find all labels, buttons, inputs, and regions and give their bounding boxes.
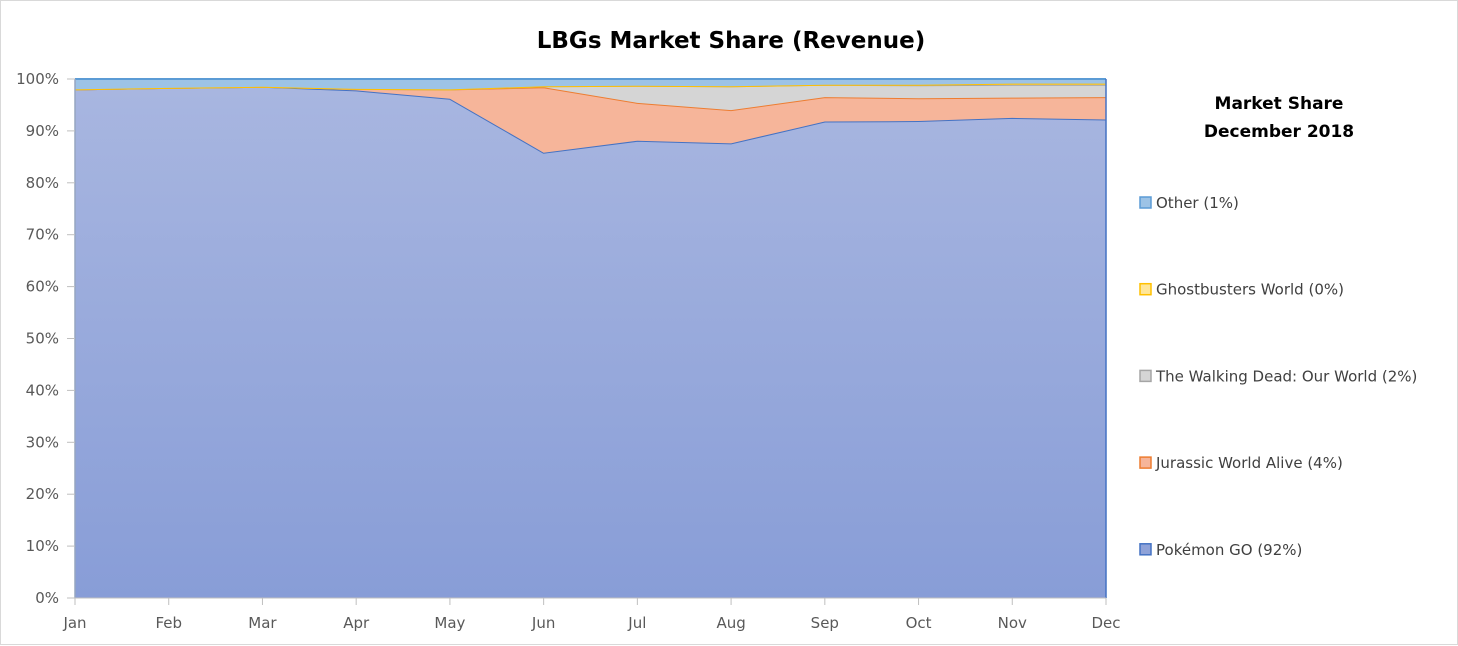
x-tick-label: Jan xyxy=(62,614,86,632)
legend-label-other: Other (1%) xyxy=(1156,194,1239,212)
y-tick-label: 90% xyxy=(26,122,59,140)
chart-title: LBGs Market Share (Revenue) xyxy=(537,28,925,54)
legend-swatch-other xyxy=(1139,196,1152,209)
legend-swatch-the-walking-dead-our-world xyxy=(1139,369,1152,383)
legend-title-line-1: Market Share xyxy=(1215,94,1344,114)
x-tick-label: Apr xyxy=(343,614,370,632)
x-tick-label: Dec xyxy=(1091,614,1120,632)
y-tick-label: 40% xyxy=(26,381,59,399)
x-tick-label: Mar xyxy=(248,614,277,632)
y-axis: 0% 10% 20% 30% 40% 50% 60% 70% 80% 90% 100% xyxy=(16,70,76,607)
legend-label-pok-mon-go: Pokémon GO (92%) xyxy=(1156,541,1302,559)
area-other xyxy=(75,79,1106,90)
plot-area xyxy=(74,78,1107,598)
legend-title-line-2: December 2018 xyxy=(1204,122,1354,142)
y-tick-label: 60% xyxy=(26,278,59,296)
x-tick-label: Sep xyxy=(811,614,839,632)
legend-swatch-jurassic-world-alive xyxy=(1139,456,1152,469)
legend-label-ghostbusters-world: Ghostbusters World (0%) xyxy=(1156,281,1344,299)
legend-label-the-walking-dead-our-world: The Walking Dead: Our World (2%) xyxy=(1155,367,1417,385)
x-tick-label: Oct xyxy=(906,614,932,632)
x-tick-label: Nov xyxy=(998,614,1027,632)
legend-items: Other (1%) Ghostbusters World (0%) The Wal… xyxy=(1139,194,1417,559)
y-tick-label: 20% xyxy=(26,485,59,503)
x-tick-label: Feb xyxy=(155,614,182,632)
y-tick-label: 50% xyxy=(26,330,59,348)
x-tick-label: Jun xyxy=(531,614,555,632)
area-the-walking-dead-our-world xyxy=(75,84,1106,111)
area-jurassic-world-alive xyxy=(75,86,1106,153)
legend-label-jurassic-world-alive: Jurassic World Alive (4%) xyxy=(1155,454,1343,472)
x-tick-label: Aug xyxy=(716,614,745,632)
y-tick-label: 0% xyxy=(35,589,59,607)
x-tick-label: Jul xyxy=(627,614,646,632)
x-tick-label: May xyxy=(434,614,465,632)
y-tick-label: 70% xyxy=(26,226,59,244)
y-tick-label: 30% xyxy=(26,433,59,451)
legend-swatch-ghostbusters-world xyxy=(1139,282,1152,296)
x-axis: Jan Feb Mar Apr May Jun Jul Aug Sep Oct Nov Dec xyxy=(62,597,1121,632)
legend: Market Share December 2018 Other (1%) Gho… xyxy=(1139,94,1417,559)
area-pok-mon-go xyxy=(75,86,1106,598)
legend-swatch-pok-mon-go xyxy=(1139,543,1152,556)
y-tick-label: 10% xyxy=(26,537,59,555)
y-tick-label: 100% xyxy=(16,70,59,88)
y-tick-label: 80% xyxy=(26,174,59,192)
